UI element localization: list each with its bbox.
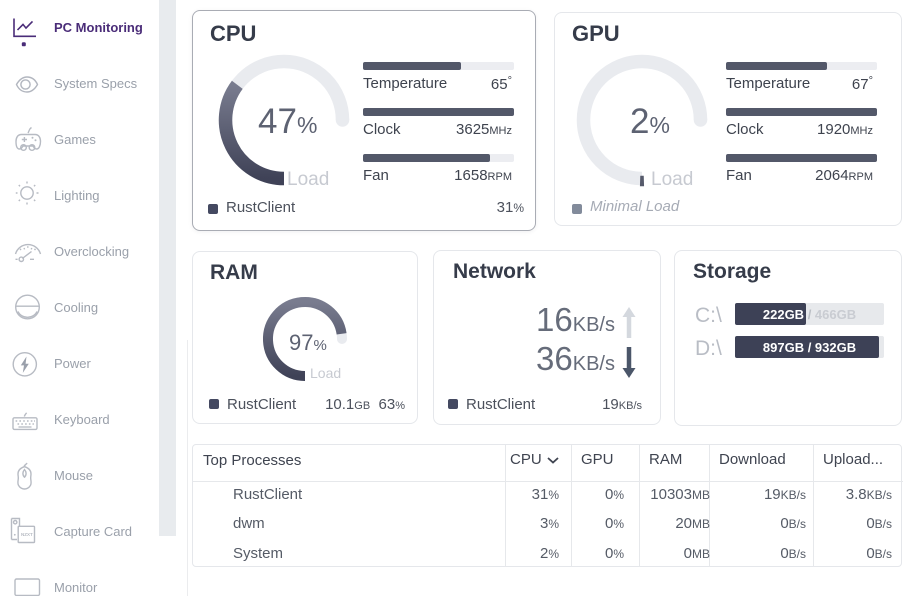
svg-text:NZXT: NZXT (21, 532, 33, 537)
